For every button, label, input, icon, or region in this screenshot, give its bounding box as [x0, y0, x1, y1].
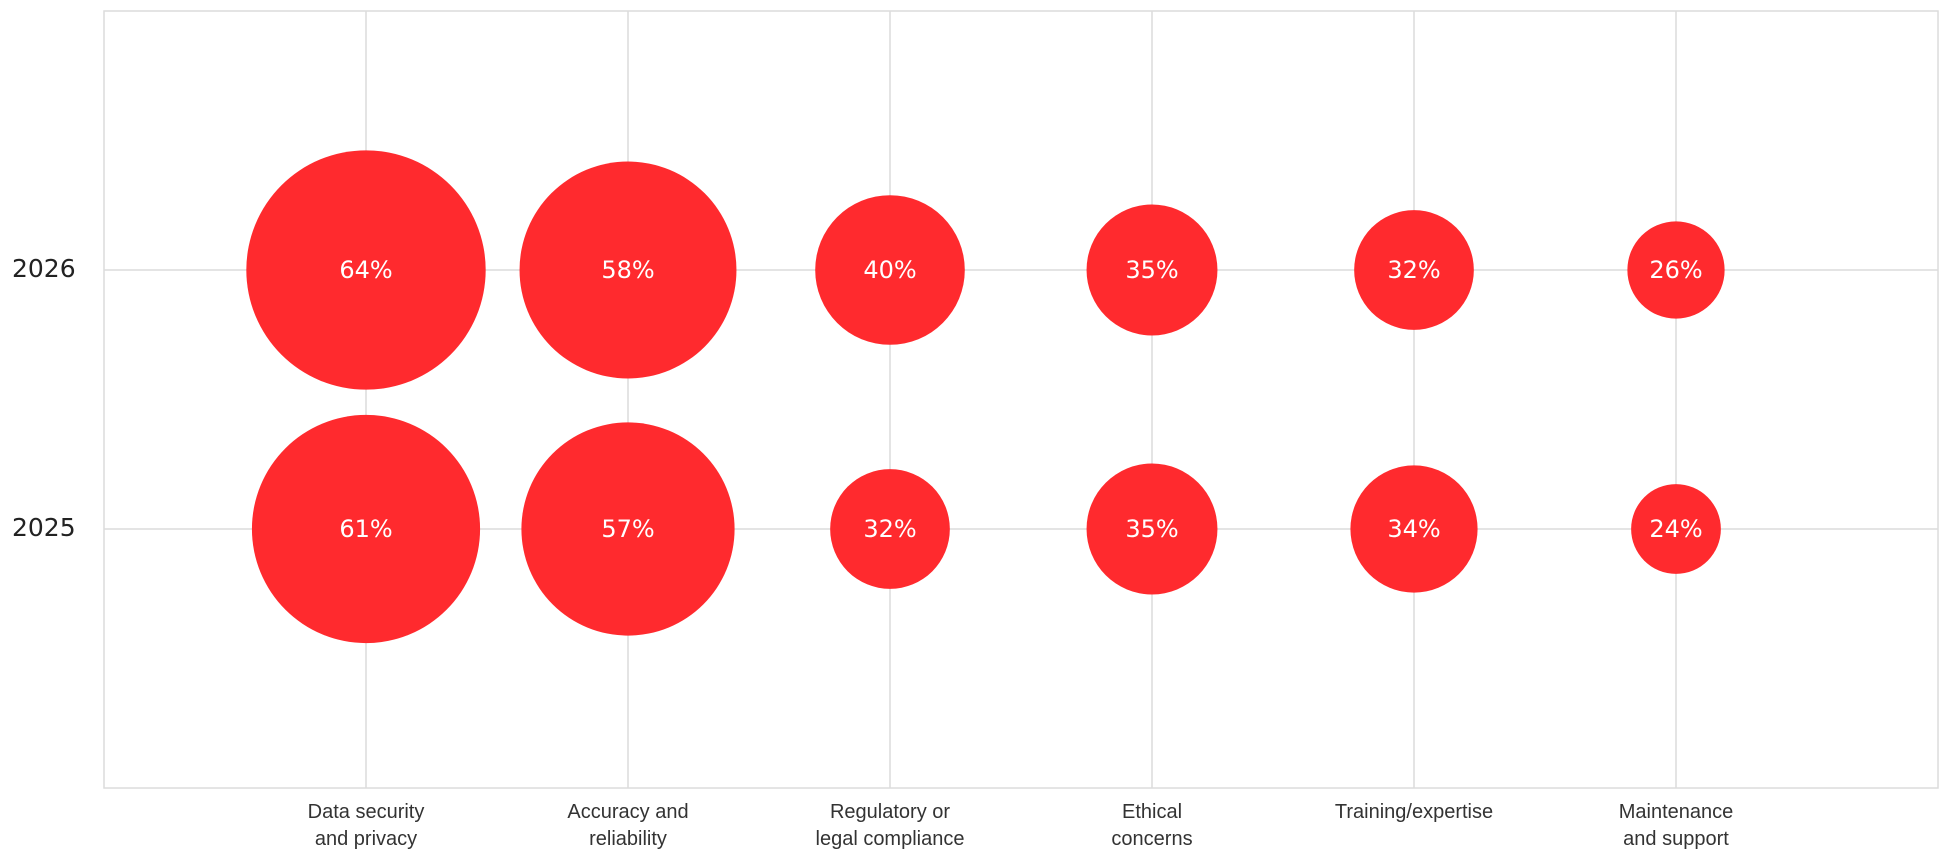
bubble: [1627, 221, 1725, 319]
plot-frame: [103, 10, 1939, 789]
x-tick-label: Data security and privacy: [307, 801, 425, 850]
x-tick-label: Accuracy and reliability: [567, 801, 689, 850]
data-label: 58%: [601, 256, 655, 284]
data-label: 32%: [1387, 256, 1441, 284]
y-tick-label: 2025: [12, 513, 76, 542]
x-tick-label: Regulatory or legal compliance: [815, 801, 965, 850]
bubble: [830, 469, 950, 589]
data-label: 40%: [863, 256, 917, 284]
bubble: [251, 414, 481, 644]
bubble: [246, 150, 486, 390]
bubble: [815, 195, 965, 345]
bubble: [1086, 204, 1218, 336]
x-tick-label: Maintenance and support: [1618, 801, 1734, 850]
data-label: 35%: [1125, 256, 1179, 284]
data-label: 34%: [1387, 515, 1441, 543]
bubble: [1350, 465, 1478, 593]
data-label: 24%: [1649, 515, 1703, 543]
data-label: 64%: [339, 256, 393, 284]
bubble: [1086, 463, 1218, 595]
data-label: 35%: [1125, 515, 1179, 543]
data-label: 61%: [339, 515, 393, 543]
bubble: [519, 161, 737, 379]
bubble: [1631, 484, 1721, 574]
data-label: 26%: [1649, 256, 1703, 284]
data-label: 32%: [863, 515, 917, 543]
y-tick-label: 2026: [12, 254, 76, 283]
x-tick-label: Training/expertise: [1334, 801, 1494, 823]
bubble: [1354, 210, 1474, 330]
data-label: 57%: [601, 515, 655, 543]
bubble: [521, 422, 735, 636]
x-tick-label: Ethical concerns: [1111, 801, 1193, 850]
